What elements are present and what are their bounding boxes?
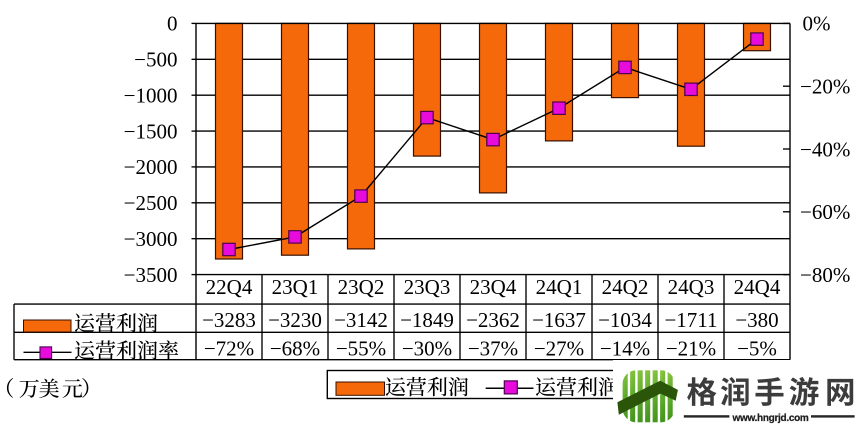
svg-text:24Q4: 24Q4 <box>734 275 781 299</box>
svg-text:24Q3: 24Q3 <box>668 275 715 299</box>
svg-text:−3142: −3142 <box>334 308 388 332</box>
svg-text:−72%: −72% <box>204 337 254 361</box>
svg-text:−55%: −55% <box>336 337 386 361</box>
svg-text:0%: 0% <box>803 12 831 36</box>
svg-text:−40%: −40% <box>800 137 850 161</box>
svg-text:−1500: −1500 <box>124 119 178 143</box>
svg-text:−14%: −14% <box>600 337 650 361</box>
svg-text:−3000: −3000 <box>124 227 178 251</box>
svg-text:24Q2: 24Q2 <box>602 275 649 299</box>
svg-text:−1849: −1849 <box>400 308 454 332</box>
svg-text:−21%: −21% <box>666 337 716 361</box>
svg-text:23Q2: 23Q2 <box>338 275 385 299</box>
svg-text:22Q4: 22Q4 <box>206 275 253 299</box>
svg-text:23Q1: 23Q1 <box>272 275 319 299</box>
svg-text:−20%: −20% <box>800 75 850 99</box>
svg-text:−27%: −27% <box>534 337 584 361</box>
svg-text:−68%: −68% <box>270 337 320 361</box>
svg-text:−2000: −2000 <box>124 155 178 179</box>
svg-text:−2362: −2362 <box>466 308 520 332</box>
svg-text:24Q1: 24Q1 <box>536 275 583 299</box>
svg-text:23Q3: 23Q3 <box>404 275 451 299</box>
svg-text:−80%: −80% <box>800 263 850 287</box>
svg-text:−380: −380 <box>735 308 778 332</box>
svg-text:−2500: −2500 <box>124 191 178 215</box>
svg-text:−3230: −3230 <box>268 308 322 332</box>
svg-text:−37%: −37% <box>468 337 518 361</box>
svg-text:−1637: −1637 <box>532 308 586 332</box>
svg-text:−1711: −1711 <box>664 308 717 332</box>
svg-text:23Q4: 23Q4 <box>470 275 517 299</box>
svg-text:−500: −500 <box>134 48 177 72</box>
svg-text:−3283: −3283 <box>202 308 256 332</box>
svg-text:0: 0 <box>167 12 178 36</box>
svg-text:−3500: −3500 <box>124 263 178 287</box>
svg-text:−5%: −5% <box>737 337 777 361</box>
svg-text:−1000: −1000 <box>124 84 178 108</box>
svg-text:−30%: −30% <box>402 337 452 361</box>
svg-text:−60%: −60% <box>800 200 850 224</box>
svg-text:www.hngrjd.com: www.hngrjd.com <box>732 413 809 424</box>
svg-text:−1034: −1034 <box>598 308 652 332</box>
